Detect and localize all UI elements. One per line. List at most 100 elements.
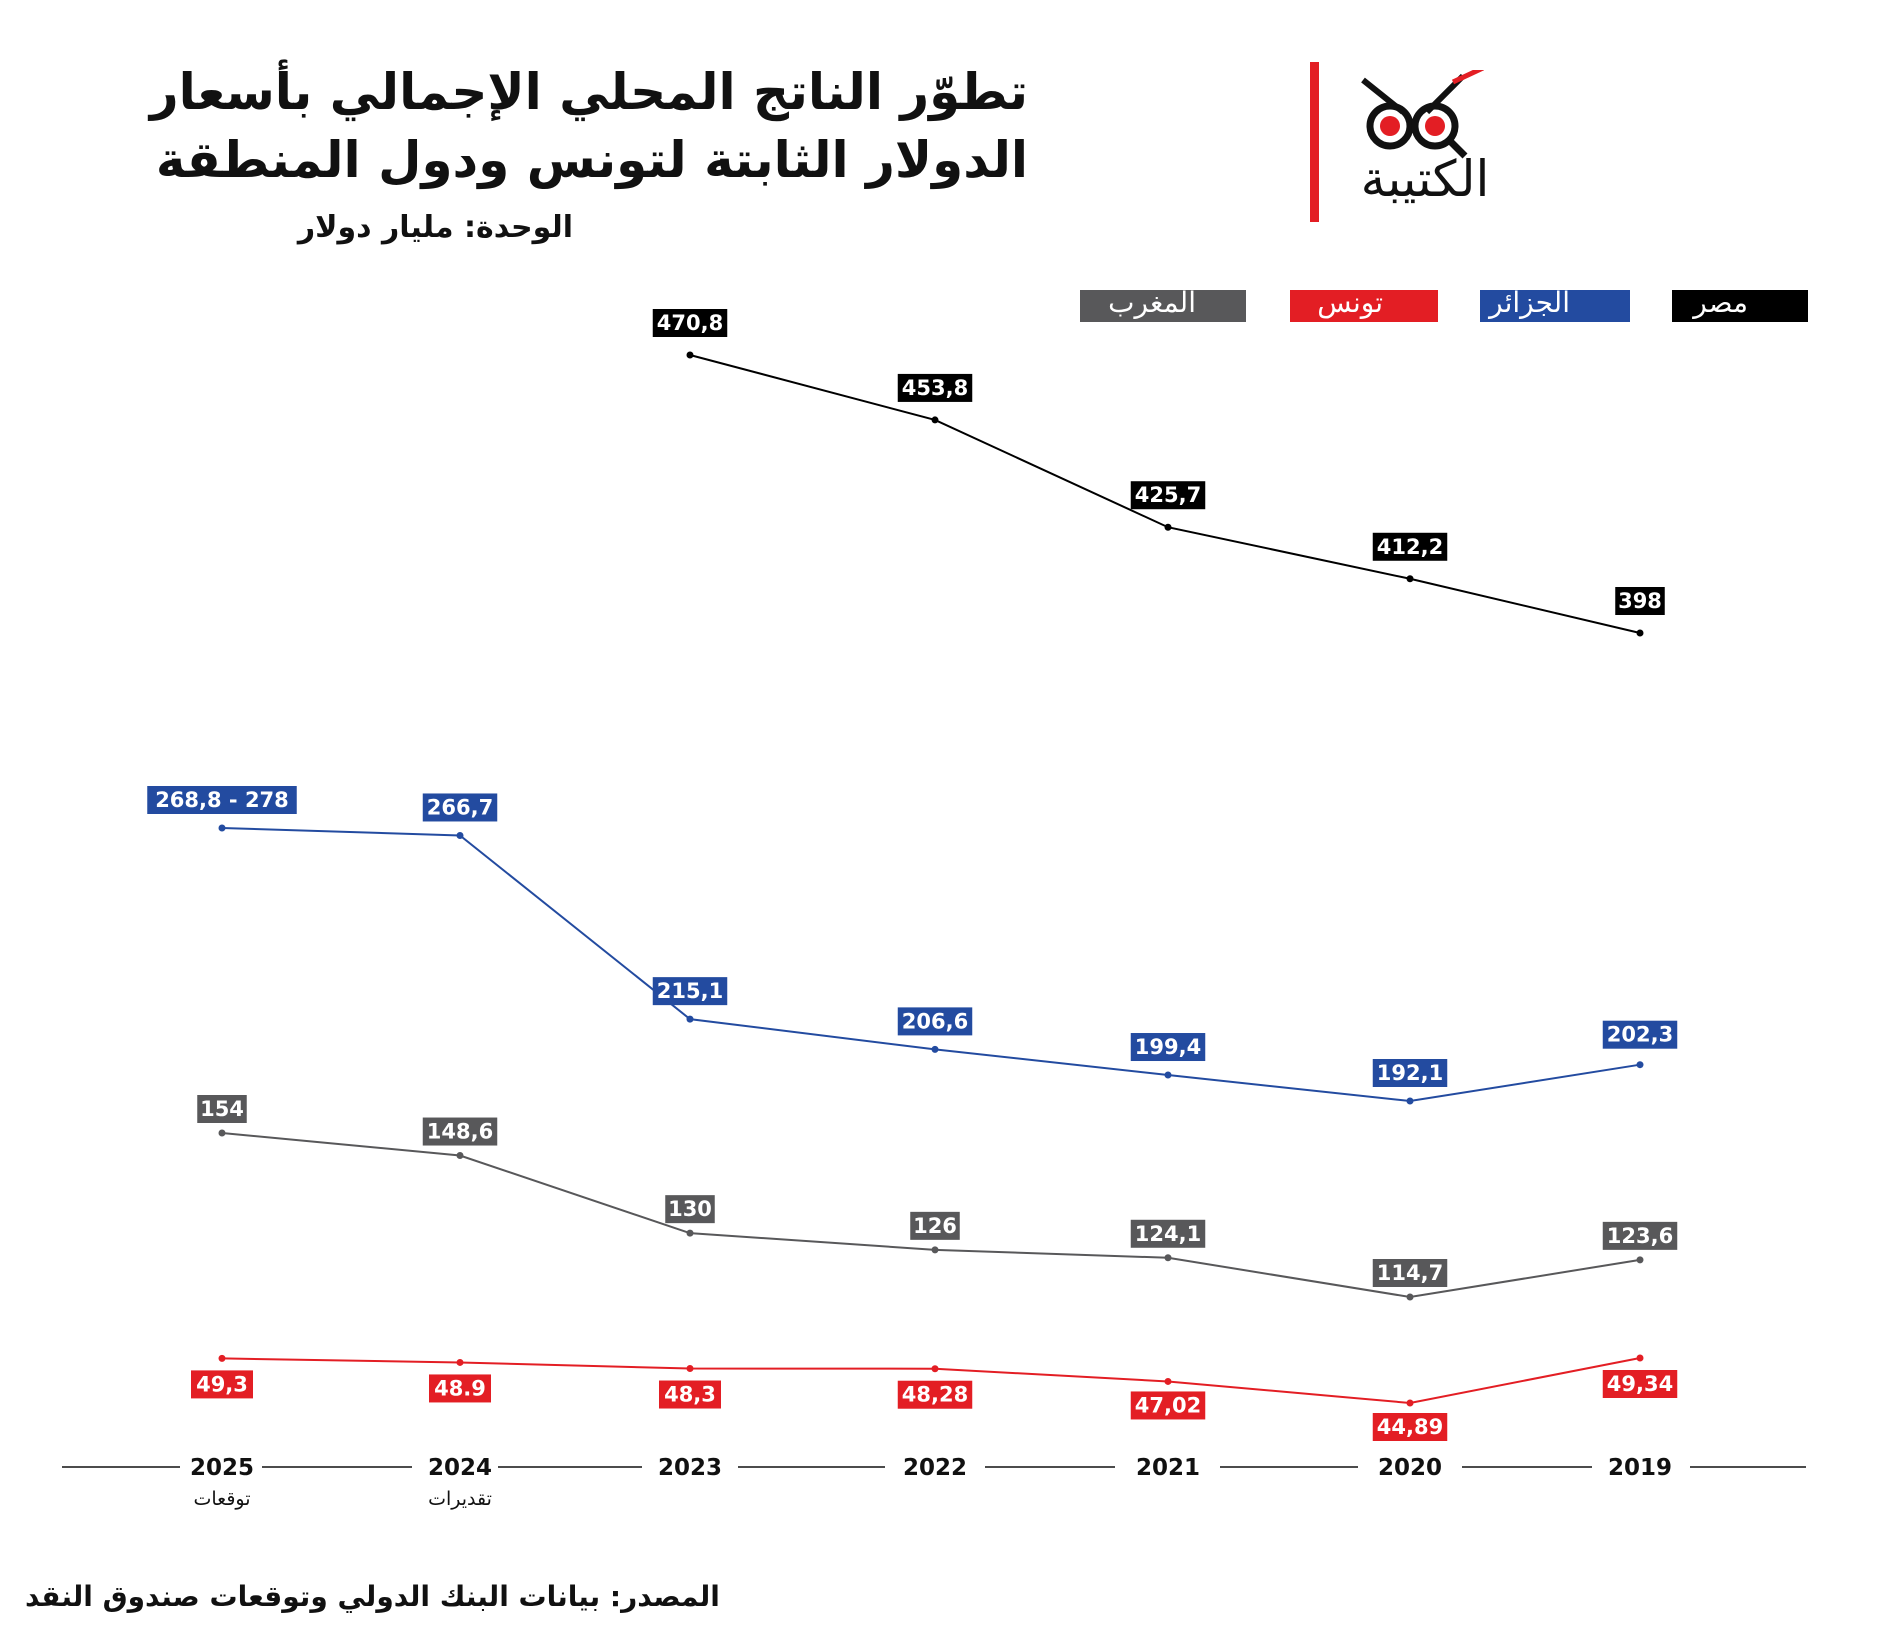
data-label: 130 xyxy=(668,1197,712,1221)
data-label-box xyxy=(1372,1259,1448,1287)
legend-item-egypt: مصر xyxy=(1672,286,1808,322)
data-point xyxy=(1406,575,1414,583)
series-algeria: 202,3 192,1 199,4 206,6 215,1 266,7 268,8 - 27… xyxy=(147,786,1678,1105)
data-label-box xyxy=(147,786,297,814)
data-label: 148,6 xyxy=(427,1120,493,1144)
data-point xyxy=(456,1152,464,1160)
x-tick-label: 2024 xyxy=(428,1455,492,1481)
data-point xyxy=(1406,1097,1414,1105)
data-point xyxy=(686,1229,694,1237)
series-egypt: 398 412,2 425,7 453,8 470,8 xyxy=(652,309,1665,637)
data-label-box xyxy=(422,1117,498,1146)
data-label: 48,28 xyxy=(902,1383,968,1407)
chart-title-line-1: تطوّر الناتج المحلي الإجمالي بأسعار xyxy=(149,63,1028,121)
data-label-box xyxy=(1602,1370,1678,1398)
series-morocco: 123,6 114,7 124,1 126 130 148,6 154 xyxy=(197,1095,1678,1301)
legend-label-algeria: الجزائر xyxy=(1489,286,1570,319)
data-point xyxy=(931,1365,939,1373)
data-label-box xyxy=(1372,1059,1448,1087)
data-label: 266,7 xyxy=(427,795,493,819)
legend-label-tunisia: تونس xyxy=(1317,286,1383,319)
series-tunisia: 49,34 44,89 47,02 48,28 48,3 48.9 49,3 xyxy=(191,1354,1678,1441)
x-tick-sublabel: توقعات xyxy=(193,1488,250,1510)
data-label: 154 xyxy=(200,1097,244,1121)
data-point xyxy=(686,1015,694,1023)
data-point xyxy=(1406,1399,1414,1407)
x-tick-label: 2021 xyxy=(1136,1455,1200,1481)
data-label-box xyxy=(422,793,498,822)
data-point xyxy=(456,1358,464,1366)
source-label: المصدر: بيانات البنك الدولي وتوقعات صندو… xyxy=(25,1580,720,1613)
data-label: 398 xyxy=(1618,589,1662,613)
header-divider xyxy=(1310,62,1319,222)
data-label: 192,1 xyxy=(1377,1061,1443,1085)
data-label: 470,8 xyxy=(657,311,723,335)
data-label: 123,6 xyxy=(1607,1224,1673,1248)
data-label-box xyxy=(652,977,728,1006)
data-label: 49,34 xyxy=(1607,1372,1673,1396)
data-label: 48,3 xyxy=(664,1383,716,1407)
legend-label-morocco: المغرب xyxy=(1108,286,1196,319)
data-label: 268,8 - 278 xyxy=(155,788,289,812)
data-point xyxy=(686,1365,694,1373)
data-label: 124,1 xyxy=(1135,1222,1201,1246)
data-label-box xyxy=(897,1007,973,1036)
data-label-box xyxy=(897,373,973,402)
data-label-box xyxy=(1602,1221,1678,1250)
data-point xyxy=(686,351,694,359)
data-point xyxy=(1406,1293,1414,1301)
data-label: 215,1 xyxy=(657,979,723,1003)
legend-item-morocco: المغرب xyxy=(1080,286,1246,322)
data-label-box xyxy=(652,309,728,337)
data-label-box xyxy=(910,1211,960,1240)
data-label-box xyxy=(429,1374,491,1403)
data-point xyxy=(1636,1256,1644,1264)
data-label: 114,7 xyxy=(1377,1261,1443,1285)
data-label-box xyxy=(1615,587,1665,615)
data-point xyxy=(931,1246,939,1254)
data-label-box xyxy=(1130,481,1206,510)
data-label: 206,6 xyxy=(902,1009,968,1033)
legend-item-algeria: الجزائر xyxy=(1480,286,1630,322)
data-label-box xyxy=(1372,532,1448,561)
data-label-box xyxy=(191,1370,253,1399)
data-label-box xyxy=(1372,1413,1448,1441)
data-point xyxy=(1636,629,1644,637)
unit-label: الوحدة: مليار دولار xyxy=(297,210,573,245)
data-label: 48.9 xyxy=(434,1376,486,1400)
x-tick-label: 2019 xyxy=(1608,1455,1672,1481)
x-tick-label: 2022 xyxy=(903,1455,967,1481)
data-label: 44,89 xyxy=(1377,1415,1443,1439)
data-point xyxy=(931,416,939,424)
data-label: 425,7 xyxy=(1135,483,1201,507)
data-point xyxy=(1164,523,1172,531)
data-label: 126 xyxy=(913,1214,957,1238)
data-label: 49,3 xyxy=(196,1372,248,1396)
data-label-box xyxy=(659,1380,721,1409)
data-point xyxy=(218,1354,226,1362)
data-label-box xyxy=(1130,1219,1206,1248)
data-label: 453,8 xyxy=(902,376,968,400)
data-label-box xyxy=(1130,1391,1206,1420)
logo-eyes-icon xyxy=(1361,70,1485,159)
data-point xyxy=(218,824,226,832)
legend-item-tunisia: تونس xyxy=(1290,286,1438,322)
data-label: 202,3 xyxy=(1607,1023,1673,1047)
data-label-box xyxy=(1130,1033,1206,1062)
data-label-box xyxy=(665,1195,715,1224)
x-tick-label: 2020 xyxy=(1378,1455,1442,1481)
data-label: 47,02 xyxy=(1135,1393,1201,1417)
data-label: 199,4 xyxy=(1135,1035,1201,1059)
data-point xyxy=(1164,1254,1172,1262)
legend-label-egypt: مصر xyxy=(1693,286,1748,319)
data-label-box xyxy=(1602,1020,1678,1049)
data-point xyxy=(456,831,464,839)
data-point xyxy=(1164,1377,1172,1385)
x-tick-sublabel: تقديرات xyxy=(428,1488,492,1510)
data-point xyxy=(931,1045,939,1053)
data-label-box xyxy=(197,1095,247,1123)
data-point xyxy=(1164,1071,1172,1079)
logo-text: الكتيبة xyxy=(1360,150,1490,208)
x-tick-label: 2025 xyxy=(190,1455,254,1481)
